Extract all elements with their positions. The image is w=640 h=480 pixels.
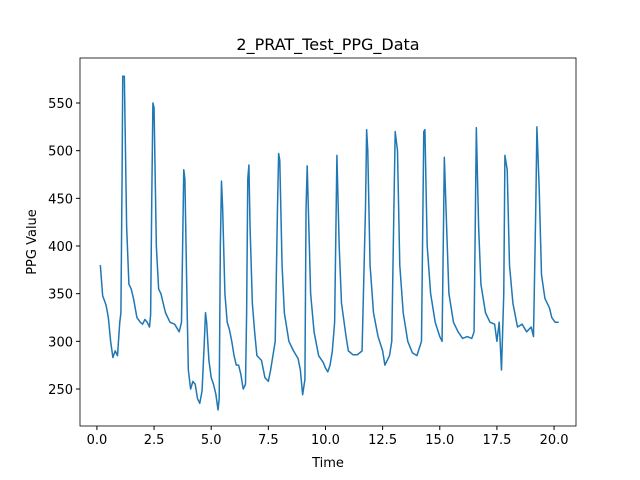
x-tick-label: 20.0 — [540, 433, 569, 448]
x-axis-label: Time — [311, 456, 344, 471]
x-tick-label: 10.0 — [311, 433, 340, 448]
chart-title: 2_PRAT_Test_PPG_Data — [236, 35, 419, 55]
y-tick-label: 350 — [48, 288, 73, 303]
y-axis-label: PPG Value — [25, 209, 40, 275]
y-tick-label: 500 — [48, 145, 73, 160]
x-tick-label: 5.0 — [201, 433, 222, 448]
y-tick-label: 250 — [48, 383, 73, 398]
x-tick-label: 17.5 — [482, 433, 511, 448]
x-tick-label: 2.5 — [144, 433, 165, 448]
x-tick-label: 7.5 — [258, 433, 279, 448]
y-tick-label: 450 — [48, 192, 73, 207]
x-tick-label: 0.0 — [87, 433, 108, 448]
plot-frame — [79, 57, 577, 427]
x-tick-label: 12.5 — [368, 433, 397, 448]
y-tick-label: 550 — [48, 97, 73, 112]
ppg-line — [99, 75, 559, 411]
x-tick-label: 15.0 — [425, 433, 454, 448]
y-tick-label: 400 — [48, 240, 73, 255]
y-tick-label: 300 — [48, 335, 73, 350]
